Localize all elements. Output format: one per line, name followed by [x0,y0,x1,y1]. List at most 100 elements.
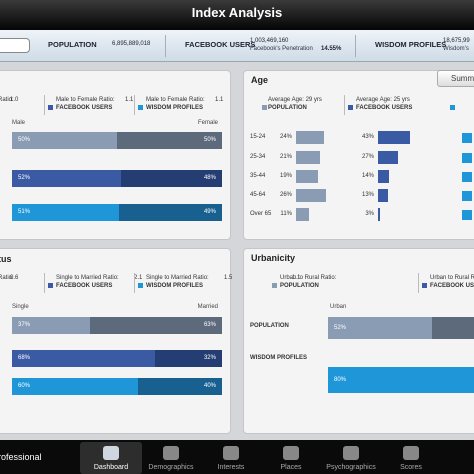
tab-label[interactable]: Demographics [148,464,194,471]
bar-segment [12,378,138,395]
bar-segment [12,204,120,221]
tab-label[interactable]: Psychographics [326,464,376,471]
legend-divider [134,273,135,293]
age-bar [378,189,388,202]
legend-text: Ratio: [0,97,14,103]
summary-button[interactable]: Summ [437,70,474,87]
legend-text: Male to Female Ratio: [56,97,115,103]
bar-segment [117,132,222,149]
tab-icon[interactable] [223,446,239,460]
row-label: 45-64 [250,192,266,198]
urban-bar [328,317,432,339]
legend-value: 2.1 [134,275,143,281]
bar-label: 37% [18,322,31,328]
legend-divider [44,273,45,293]
stat-label: FACEBOOK USERS [185,40,256,49]
age-bar [378,151,399,164]
row-label: 25-34 [250,154,266,160]
dropdown[interactable] [0,38,30,53]
marital-title: tus [0,254,12,264]
stats-bar [0,30,474,62]
bar-segment [121,170,222,187]
bar-label: 80% [334,377,347,383]
age-bar [296,189,326,202]
bar-label: 40% [203,383,216,389]
legend-divider [418,273,419,293]
legend-divider [134,95,135,115]
legend-group: WISDOM PROFILES [146,283,203,289]
tab-label[interactable]: Interests [217,464,245,471]
age-label: 43% [361,134,374,140]
age-bar-cut [462,210,472,220]
divider [355,35,356,57]
tab-icon[interactable] [163,446,179,460]
legend-group: FACEBOOK USERS [56,283,113,289]
row-label: 15-24 [250,134,266,140]
stat-value: 1,003,469,160 [250,38,289,44]
panel [243,70,474,240]
tab-icon[interactable] [403,446,419,460]
row-label: Over 65 [250,211,272,217]
legend-swatch [422,283,427,288]
age-bar [296,208,309,221]
legend-swatch [450,105,455,110]
tab-label[interactable]: Dashboard [93,464,129,471]
bar-label: 60% [18,383,31,389]
stat-value: 18,675,99 [443,38,470,44]
legend-swatch [48,105,53,110]
legend-swatch [138,105,143,110]
tab-icon[interactable] [103,446,119,460]
row-label: WISDOM PROFILES [250,355,307,361]
bar-label: 32% [203,355,216,361]
legend-group: POPULATION [268,105,307,111]
tab-icon[interactable] [283,446,299,460]
urbanicity-title: Urbanicity [251,253,296,263]
legend-text: Single to Married Ratio: [146,275,209,281]
bar-label: 50% [18,137,31,143]
legend-value: 1.1 [215,97,224,103]
age-label: 26% [279,192,292,198]
bar-label: 63% [203,322,216,328]
bar-segment [12,170,122,187]
legend-group: FACEBOOK USERS [56,105,113,111]
age-label: 13% [361,192,374,198]
legend-swatch [262,105,267,110]
age-bar-cut [462,153,472,163]
panel [0,248,231,434]
age-bar [296,131,324,144]
tab-label[interactable]: Scores [400,464,422,471]
legend-value: 0.6 [10,275,19,281]
legend-divider [44,95,45,115]
bar-segment [12,350,155,367]
stat-value: 6,895,889,018 [112,41,151,47]
right-label: Married [197,304,218,310]
legend-text: Male to Female Ratio: [146,97,205,103]
bar-label: 49% [203,209,216,215]
top-bar [0,0,474,30]
tab-icon[interactable] [343,446,359,460]
age-bar-cut [462,172,472,182]
bar-label: 52% [18,175,31,181]
age-bar [378,208,381,221]
legend-text: Ratio: [0,275,14,281]
age-bar [378,131,411,144]
age-label: 24% [279,134,292,140]
age-bar [296,151,321,164]
legend-text: Urban to Rural Ratio: [430,275,474,281]
tab-label[interactable]: Places [280,464,302,471]
age-label: 27% [361,154,374,160]
stat-label: WISDOM PROFILES [375,40,447,49]
bar-label: 68% [18,355,31,361]
right-label: Female [197,120,218,126]
stat-label: POPULATION [48,40,97,49]
age-label: 21% [279,154,292,160]
age-label: 19% [279,173,292,179]
age-bar-cut [462,133,472,143]
legend-value: 1.1 [292,275,301,281]
bar-segment [12,132,117,149]
stat-sub-label: Facebook's Penetration [250,46,313,52]
bar-segment [154,350,222,367]
bar-label: 52% [334,325,347,331]
brand: rofessional [0,452,42,462]
